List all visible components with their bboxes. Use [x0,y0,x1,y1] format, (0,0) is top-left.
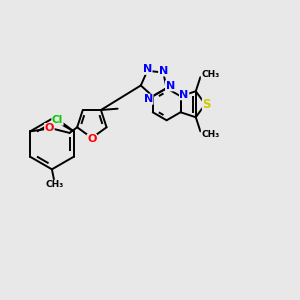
Text: O: O [87,134,97,144]
Text: O: O [45,124,54,134]
Text: N: N [166,81,175,91]
Text: Cl: Cl [52,115,63,125]
Text: N: N [143,64,152,74]
Text: N: N [159,66,168,76]
Text: S: S [202,98,211,111]
Text: N: N [179,90,189,100]
Text: CH₃: CH₃ [201,70,220,79]
Text: CH₃: CH₃ [45,180,63,189]
Text: CH₃: CH₃ [201,130,220,139]
Text: N: N [144,94,153,104]
